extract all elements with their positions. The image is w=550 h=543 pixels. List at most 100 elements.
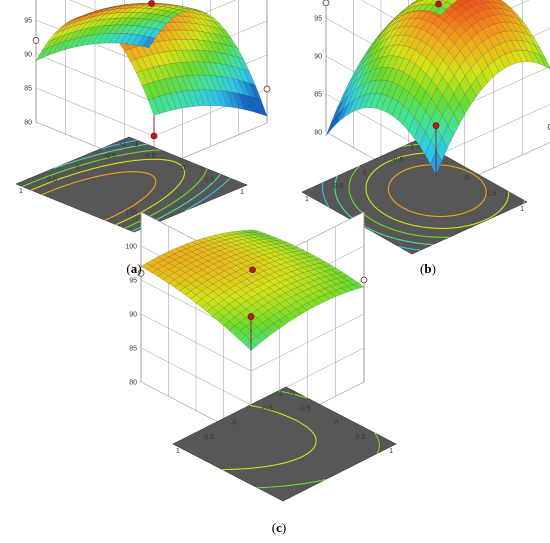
panel-c-surface-cell <box>296 291 309 299</box>
panel-b-surface-cell <box>480 0 490 3</box>
panel-c-surface-cell <box>179 254 192 261</box>
panel-a-surface-cell <box>190 8 203 12</box>
panel-b-surface-cell <box>411 0 421 5</box>
panel-a-surface-cell <box>156 3 168 5</box>
panel-b-y-tick-label: 0 <box>363 170 367 177</box>
panel-a-surface-cell <box>202 12 214 19</box>
panel-a-surface-cell <box>158 64 171 80</box>
panel-b-contour-line <box>365 152 510 229</box>
panel-c-surface-cell <box>168 248 181 255</box>
panel-c-floor <box>172 386 397 502</box>
panel-c-surface-cell <box>286 244 299 249</box>
panel-a-surface-cell <box>98 9 111 16</box>
panel-b-surface-cell <box>383 17 395 31</box>
panel-a-surface-cell <box>135 56 148 71</box>
panel-c-surface-cell <box>319 261 332 267</box>
panel-a-surface-cell <box>155 6 168 11</box>
panel-label-a: a <box>131 261 138 276</box>
panel-c-surface-cell <box>252 236 266 241</box>
panel-a-surface-cell <box>208 32 221 44</box>
panel-c-surface-cell <box>196 257 209 264</box>
panel-c-x-tick-label: 1 <box>389 448 393 455</box>
panel-a-design-point <box>263 85 271 93</box>
panel-a-z-tick-label: 90 <box>24 52 32 59</box>
panel-a-surface-cell <box>153 96 166 114</box>
panel-label-c: c <box>276 520 282 535</box>
panel-b-surface-cell <box>492 0 502 5</box>
panel-a-surface-cell <box>132 7 146 13</box>
panel-c-surface-cell <box>240 292 253 301</box>
panel-a-surface-cell <box>92 14 106 22</box>
panel-c-surface-cell <box>308 255 321 261</box>
panel-b-surface-cell <box>394 9 407 20</box>
panel-a-surface-cell <box>58 32 71 44</box>
panel-a-surface-cell <box>124 48 137 62</box>
panel-c-surface-cell <box>241 250 254 256</box>
panel-label-b: b <box>424 261 431 276</box>
panel-a-surface-cell <box>59 23 72 33</box>
panel-c-x-tick-label: 0 <box>334 420 338 427</box>
panel-b-surface-cell <box>496 0 507 7</box>
panel-b-surface-cell <box>473 0 485 5</box>
panel-b-contour-line <box>387 164 487 218</box>
panel-a-surface-cell <box>178 8 191 12</box>
panel-b-contour-line <box>321 182 421 251</box>
panel-c-surface-cell <box>290 280 303 288</box>
panel-b-design-point <box>322 0 330 7</box>
panel-b-surface-cell <box>497 0 502 2</box>
panel-b-surface-cell <box>400 4 412 14</box>
panel-c-surface-cell <box>252 251 265 257</box>
panel-c-surface-cell <box>251 286 264 295</box>
panel-b-surface-cell <box>377 23 390 37</box>
panel-b-surface-cell <box>405 0 418 9</box>
panel-c-x-tick-label: -0.5 <box>298 405 310 412</box>
panel-b-surface-cell <box>506 5 519 16</box>
panel-b-surface-cell <box>486 0 496 3</box>
panel-c-surface-cell <box>324 264 337 270</box>
panel-a-surface-cell <box>197 49 211 63</box>
panel-c-surface-cell <box>208 235 221 240</box>
panel-c-surface-cell <box>248 229 260 233</box>
panel-c-surface-cell <box>191 239 204 245</box>
panel-c-surface-cell <box>319 271 332 277</box>
panel-c-surface-cell <box>230 237 243 242</box>
panel-b-surface-cell <box>423 0 434 5</box>
panel-c-surface-cell <box>251 293 264 302</box>
panel-a-design-points <box>32 0 271 140</box>
panel-c-surface-cell <box>229 299 241 309</box>
panel-c-surface <box>140 229 365 351</box>
panel-a-surface-cell <box>97 33 111 44</box>
panel-a-surface-cell <box>115 12 128 19</box>
panel-a-surface-cell <box>166 8 180 13</box>
panel-b-surface-cell <box>464 0 472 2</box>
panel-b-surface-cell <box>400 6 413 17</box>
panel-b-surface-cell <box>394 8 407 19</box>
panel-c-surface-cell <box>318 288 331 296</box>
panel-c-surface-cell <box>173 269 186 277</box>
panel-c-surface-cell <box>285 289 297 298</box>
panel-c-surface-cell <box>269 256 282 262</box>
panel-c-surface-cell <box>219 239 232 245</box>
panel-a-surface-cell <box>131 25 145 36</box>
panel-c-design-point <box>137 269 145 277</box>
panel-a-surface-cell <box>255 97 268 117</box>
panel-a-surface-cell <box>164 50 177 64</box>
panel-c-y-tick-label: 0.5 <box>204 434 214 441</box>
panel-a-contour-line <box>30 158 186 226</box>
panel-a-surface-cell <box>187 75 200 91</box>
panel-a-surface-cell <box>160 11 174 17</box>
panel-c-surface-cell <box>184 275 197 284</box>
panel-b-surface-cell <box>417 0 424 2</box>
panel-b-design-point <box>435 0 442 8</box>
panel-c-surface-cell <box>201 266 214 274</box>
panel-a-y-tick-label: 1 <box>19 188 23 195</box>
panel-c-x-tick-label: 0.5 <box>356 434 366 441</box>
panel-b-z-tick-label: 95 <box>314 16 322 23</box>
panel-c-z-tick-label: 95 <box>129 278 137 285</box>
panel-b-surface-cell <box>417 3 430 11</box>
